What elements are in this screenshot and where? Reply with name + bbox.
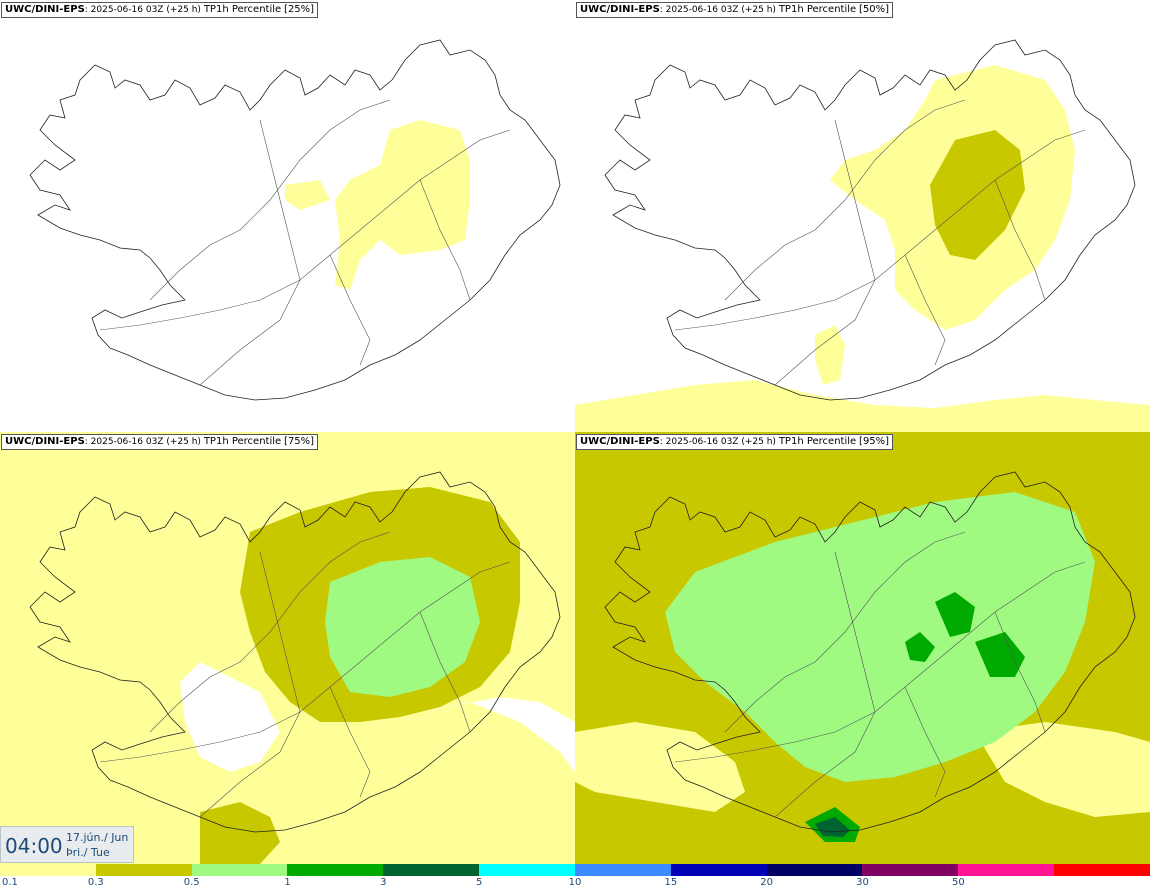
map-panel-p95: UWC/DINI-EPS: 2025-06-16 03Z (+25 h) TP1… xyxy=(575,432,1150,864)
panel-run: 2025-06-16 03Z xyxy=(90,437,164,447)
legend-swatch xyxy=(0,864,96,876)
panel-run: 2025-06-16 03Z xyxy=(90,5,164,15)
legend-tick-label: 0.1 xyxy=(2,877,18,888)
panel-title: UWC/DINI-EPS: 2025-06-16 03Z (+25 h) TP1… xyxy=(576,434,894,450)
panel-variable: TP1h Percentile xyxy=(778,4,857,15)
legend-swatch xyxy=(766,864,863,876)
legend-swatch xyxy=(574,864,671,876)
legend-tick-label: 15 xyxy=(664,877,678,888)
valid-day: Þri./ Tue xyxy=(66,846,110,859)
panel-lead: (+25 h) xyxy=(166,437,201,447)
legend-swatch xyxy=(1054,864,1150,876)
panel-variable: TP1h Percentile xyxy=(203,4,282,15)
precip-map-p25 xyxy=(29,39,561,401)
color-legend-labels: 0.1 0.3 0.5 1 3 5 10 15 20 30 50 xyxy=(0,876,1150,891)
legend-tick-label: 50 xyxy=(951,877,965,888)
precip-map-p95 xyxy=(575,432,1150,864)
legend-tick-label: 1 xyxy=(284,877,291,888)
color-legend-bar xyxy=(0,864,1150,876)
panel-source: UWC/DINI-EPS xyxy=(580,436,660,447)
legend-tick-label: 5 xyxy=(475,877,483,888)
panel-percentile: [50%] xyxy=(859,4,890,15)
panel-lead: (+25 h) xyxy=(741,5,776,15)
precip-map-p75 xyxy=(0,432,575,864)
panel-variable: TP1h Percentile xyxy=(203,436,282,447)
panel-lead: (+25 h) xyxy=(741,437,776,447)
legend-tick-label: 10 xyxy=(568,877,582,888)
valid-time: 04:00 xyxy=(5,834,63,858)
legend-swatch xyxy=(670,864,767,876)
legend-swatch xyxy=(95,864,192,876)
panel-percentile: [25%] xyxy=(284,4,315,15)
panel-title: UWC/DINI-EPS: 2025-06-16 03Z (+25 h) TP1… xyxy=(1,434,319,450)
legend-swatch xyxy=(287,864,384,876)
panel-variable: TP1h Percentile xyxy=(778,436,857,447)
legend-swatch xyxy=(383,864,480,876)
panel-title: UWC/DINI-EPS: 2025-06-16 03Z (+25 h) TP1… xyxy=(576,2,894,18)
precip-map-p50 xyxy=(575,39,1150,432)
panel-percentile: [75%] xyxy=(284,436,315,447)
valid-time-box: 04:00 17.jún./ Jun Þri./ Tue xyxy=(0,826,134,863)
legend-tick-label: 20 xyxy=(760,877,774,888)
panel-source: UWC/DINI-EPS xyxy=(5,4,85,15)
legend-tick-label: 0.3 xyxy=(87,877,104,888)
legend-tick-label: 0.5 xyxy=(183,877,200,888)
panel-run: 2025-06-16 03Z xyxy=(665,5,739,15)
legend-tick-label: 30 xyxy=(856,877,869,888)
panel-run: 2025-06-16 03Z xyxy=(665,437,739,447)
legend-swatch xyxy=(862,864,959,876)
map-panel-p50: UWC/DINI-EPS: 2025-06-16 03Z (+25 h) TP1… xyxy=(575,0,1150,432)
legend-swatch xyxy=(958,864,1055,876)
legend-tick-label: 3 xyxy=(380,877,387,888)
legend-swatch xyxy=(191,864,288,876)
valid-date: 17.jún./ Jun xyxy=(66,831,129,844)
panel-source: UWC/DINI-EPS xyxy=(5,436,85,447)
map-panel-p25: UWC/DINI-EPS: 2025-06-16 03Z (+25 h) TP1… xyxy=(0,0,575,432)
map-panel-p75: UWC/DINI-EPS: 2025-06-16 03Z (+25 h) TP1… xyxy=(0,432,575,864)
panel-title: UWC/DINI-EPS: 2025-06-16 03Z (+25 h) TP1… xyxy=(1,2,319,18)
panel-source: UWC/DINI-EPS xyxy=(580,4,660,15)
legend-swatch xyxy=(479,864,575,876)
panel-percentile: [95%] xyxy=(859,436,890,447)
panel-lead: (+25 h) xyxy=(166,5,201,15)
